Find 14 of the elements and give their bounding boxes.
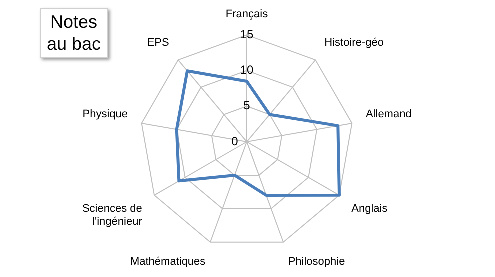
spoke-label: Français [226, 8, 269, 21]
spoke-label: Allemand [366, 108, 412, 120]
spoke-label: Sciences de l'ingénieur [82, 203, 143, 228]
y-tick-label: 10 [240, 63, 254, 78]
spoke-label: Histoire-géo [324, 36, 384, 49]
y-tick-label: 0 [232, 134, 239, 148]
y-tick-label: 15 [240, 28, 254, 42]
spoke-label: Physique [82, 108, 128, 120]
spoke-label: Anglais [352, 203, 388, 216]
spoke-label: Philosophie [288, 256, 346, 268]
spoke-label: EPS [147, 36, 170, 49]
text: Notes au bac [40, 8, 108, 58]
spoke-label: Mathématiques [130, 256, 206, 268]
y-tick-label: 5 [244, 98, 251, 113]
